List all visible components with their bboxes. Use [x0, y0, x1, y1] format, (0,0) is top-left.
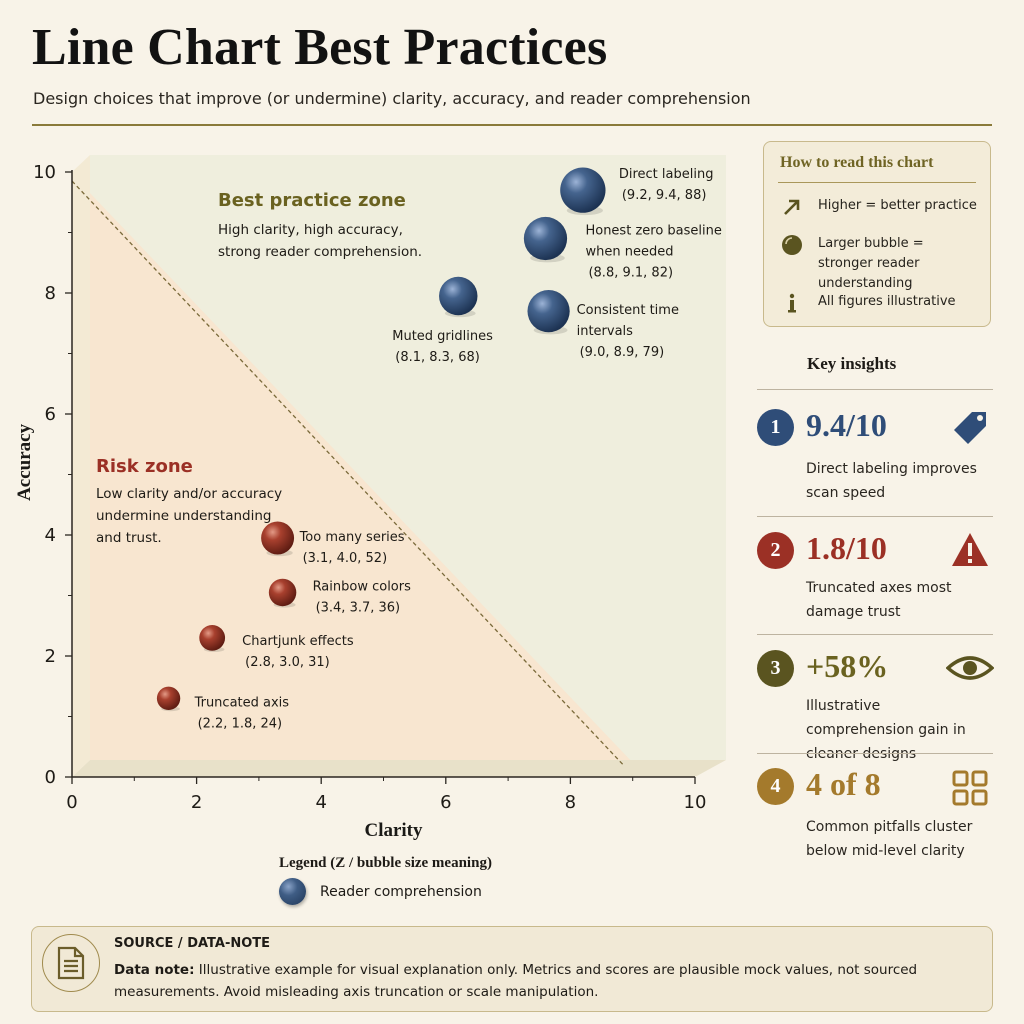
- page-title: Line Chart Best Practices: [32, 19, 608, 76]
- bubble-point: [156, 686, 181, 711]
- bubble-label: Direct labeling: [619, 167, 714, 182]
- best-zone-text: High clarity, high accuracy,: [218, 222, 403, 238]
- insight-value: 9.4/10: [806, 407, 887, 443]
- bubble-label: Consistent time: [577, 303, 679, 318]
- risk-zone-text: Low clarity and/or accuracy: [96, 486, 282, 502]
- x-tick-label: 10: [684, 792, 707, 813]
- legend-item: Reader comprehension: [279, 878, 482, 905]
- risk-zone-area: [90, 193, 631, 760]
- source-text: Data note: Illustrative example for visu…: [114, 959, 974, 1003]
- document-icon: [42, 934, 100, 992]
- bubble-value-label: (9.0, 8.9, 79): [580, 345, 665, 360]
- insight-value: +58%: [806, 648, 889, 684]
- source-body: Illustrative example for visual explanat…: [114, 962, 918, 1000]
- insight-text: Truncated axes most damage trust: [806, 580, 952, 620]
- x-axis-title: Clarity: [364, 820, 423, 841]
- bubble-label: Rainbow colors: [313, 579, 412, 594]
- bubble-label: when needed: [585, 245, 673, 260]
- plot-side-panel: [72, 155, 90, 777]
- x-tick-label: 2: [191, 792, 202, 813]
- y-tick-label: 0: [45, 767, 56, 788]
- y-tick-label: 4: [45, 525, 56, 546]
- page-subtitle: Design choices that improve (or undermin…: [33, 89, 751, 108]
- how-to-row: Larger bubble = stronger reader understa…: [778, 234, 978, 294]
- grid-icon: [952, 770, 988, 806]
- how-to-row: Higher = better practice: [778, 196, 977, 218]
- x-tick-label: 8: [565, 792, 576, 813]
- info-icon: [778, 292, 806, 314]
- bubble-value-label: (2.8, 3.0, 31): [245, 655, 330, 670]
- insight-divider: [757, 389, 993, 390]
- y-tick-label: 6: [45, 404, 56, 425]
- key-insights-title: Key insights: [807, 354, 897, 373]
- insight-value: 1.8/10: [806, 530, 887, 566]
- bubble-label: Chartjunk effects: [242, 634, 354, 649]
- how-to-text: All figures illustrative: [818, 294, 956, 309]
- insight-text: Illustrative comprehension gain in clean…: [806, 698, 966, 762]
- insight-number-badge: 2: [757, 532, 794, 569]
- x-tick-label: 0: [66, 792, 77, 813]
- insight-divider: [757, 753, 993, 754]
- bubble-point: [268, 578, 297, 607]
- bubble-value-label: (8.1, 8.3, 68): [395, 350, 480, 365]
- bubble-value-label: (9.2, 9.4, 88): [622, 188, 707, 203]
- insight-text: Common pitfalls cluster below mid-level …: [806, 819, 973, 859]
- bubble-point: [560, 167, 606, 213]
- bubble-label: Truncated axis: [194, 695, 290, 710]
- best-zone-title: Best practice zone: [218, 190, 406, 211]
- best-zone-text: strong reader comprehension.: [218, 244, 422, 260]
- plot-floor-panel: [72, 760, 726, 777]
- bubble-icon: [778, 234, 806, 256]
- source-note-panel: SOURCE / DATA-NOTE Data note: Illustrati…: [31, 926, 993, 1012]
- how-to-read-divider: [778, 182, 976, 183]
- how-to-row: All figures illustrative: [778, 292, 956, 314]
- risk-zone-text: undermine understanding: [96, 508, 272, 524]
- legend-bubble-icon: [279, 878, 306, 905]
- bubble-value-label: (3.4, 3.7, 36): [316, 600, 401, 615]
- insight-number-badge: 3: [757, 650, 794, 687]
- how-to-read-panel: How to read this chart Higher = better p…: [763, 141, 991, 327]
- insight-number-badge: 1: [757, 409, 794, 446]
- insight-divider: [757, 634, 993, 635]
- warning-icon: [952, 533, 988, 566]
- legend-label: Reader comprehension: [320, 883, 482, 900]
- bubble-value-label: (2.2, 1.8, 24): [198, 716, 283, 731]
- zone-divider-line: [71, 180, 624, 766]
- bubble-chart: 0 2 4 6 8 10 0 2 4 6 8 10 Clarity Accuracy Best practi…: [14, 155, 726, 841]
- bubble-point: [523, 216, 568, 261]
- risk-zone-title: Risk zone: [96, 456, 193, 477]
- insight-text: Direct labeling improves scan speed: [806, 461, 977, 501]
- how-to-text: Higher = better practice: [818, 198, 977, 213]
- legend-title: Legend (Z / bubble size meaning): [279, 855, 492, 871]
- eye-icon: [946, 656, 994, 680]
- insight-divider: [757, 516, 993, 517]
- arrow-up-right-icon: [778, 196, 806, 218]
- x-tick-label: 4: [315, 792, 326, 813]
- bubble-label: intervals: [577, 324, 634, 339]
- how-to-text: Larger bubble = stronger reader understa…: [818, 236, 924, 291]
- how-to-read-title: How to read this chart: [780, 154, 934, 171]
- title-divider: [32, 124, 992, 126]
- bubble-label: Honest zero baseline: [585, 224, 721, 239]
- bubble-point: [261, 521, 295, 555]
- bubble-label: Muted gridlines: [392, 329, 493, 344]
- y-tick-label: 10: [33, 162, 56, 183]
- bubble-point: [439, 276, 478, 316]
- tag-icon: [954, 412, 986, 444]
- source-title: SOURCE / DATA-NOTE: [114, 936, 271, 951]
- source-lead: Data note:: [114, 962, 195, 978]
- insight-value: 4 of 8: [806, 766, 881, 802]
- bubble-value-label: (3.1, 4.0, 52): [303, 551, 388, 566]
- y-tick-label: 8: [45, 283, 56, 304]
- y-tick-label: 2: [45, 646, 56, 667]
- y-axis-title: Accuracy: [14, 423, 35, 501]
- bubble-point: [199, 624, 226, 651]
- bubble-value-label: (8.8, 9.1, 82): [588, 266, 673, 281]
- x-tick-label: 6: [440, 792, 451, 813]
- risk-zone-text: and trust.: [96, 530, 162, 546]
- bubble-label: Too many series: [299, 530, 405, 545]
- bubble-point: [527, 290, 570, 333]
- insight-number-badge: 4: [757, 768, 794, 805]
